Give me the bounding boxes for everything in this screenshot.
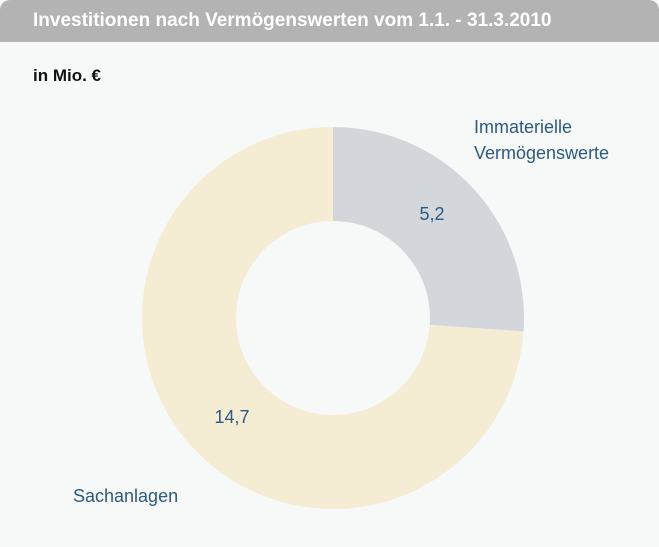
slice bbox=[142, 127, 524, 510]
value-label: 14,7 bbox=[214, 407, 249, 427]
category-label: Sachanlagen bbox=[73, 486, 179, 506]
slice bbox=[333, 127, 524, 332]
chart-subtitle: in Mio. € bbox=[33, 66, 101, 85]
category-label: Immaterielle Vermögenswerte bbox=[474, 117, 610, 163]
chart-title: Investitionen nach Vermögenswerten vom 1… bbox=[0, 0, 659, 42]
value-label: 5,2 bbox=[419, 204, 444, 224]
